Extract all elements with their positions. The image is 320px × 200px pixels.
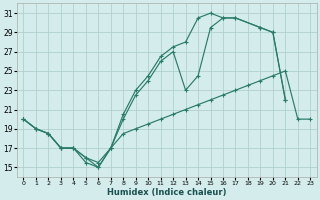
X-axis label: Humidex (Indice chaleur): Humidex (Indice chaleur) [107,188,227,197]
